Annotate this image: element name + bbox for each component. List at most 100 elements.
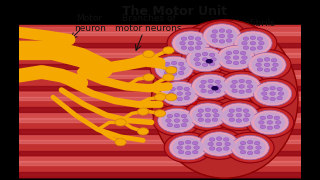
Bar: [19, 155, 301, 156]
Circle shape: [223, 138, 229, 141]
Circle shape: [175, 33, 207, 53]
Circle shape: [216, 142, 222, 146]
Circle shape: [194, 146, 199, 149]
Circle shape: [257, 46, 263, 50]
Circle shape: [236, 119, 242, 122]
Bar: [19, 157, 301, 162]
Circle shape: [204, 134, 235, 154]
Circle shape: [158, 58, 190, 78]
Circle shape: [196, 41, 202, 45]
Circle shape: [215, 89, 220, 93]
Circle shape: [226, 51, 232, 55]
Circle shape: [233, 50, 239, 54]
Bar: [19, 70, 301, 76]
Circle shape: [188, 41, 194, 45]
Circle shape: [224, 39, 231, 44]
Circle shape: [253, 81, 292, 106]
Circle shape: [172, 31, 210, 55]
Circle shape: [234, 31, 272, 55]
Circle shape: [231, 135, 269, 160]
Circle shape: [195, 46, 201, 50]
Circle shape: [154, 110, 166, 117]
Text: Muscle fiber: Muscle fiber: [194, 163, 250, 172]
Circle shape: [276, 121, 281, 124]
Circle shape: [208, 90, 213, 94]
Circle shape: [171, 61, 177, 65]
Circle shape: [247, 85, 253, 88]
Circle shape: [167, 28, 215, 58]
Circle shape: [164, 62, 170, 66]
Circle shape: [201, 89, 206, 93]
Circle shape: [257, 68, 263, 71]
Circle shape: [167, 114, 173, 118]
Circle shape: [246, 80, 252, 84]
Circle shape: [247, 151, 253, 155]
Circle shape: [240, 141, 246, 145]
Circle shape: [200, 132, 238, 156]
Bar: [19, 161, 301, 165]
Bar: [19, 140, 301, 143]
Bar: [19, 53, 301, 57]
Circle shape: [205, 113, 211, 117]
Circle shape: [223, 105, 255, 125]
Bar: [19, 64, 301, 69]
Circle shape: [264, 58, 270, 61]
Bar: [19, 75, 301, 78]
Circle shape: [216, 85, 222, 88]
Circle shape: [209, 138, 215, 141]
Circle shape: [254, 112, 285, 132]
Circle shape: [247, 146, 253, 149]
Bar: [19, 133, 301, 155]
Circle shape: [181, 37, 187, 40]
Circle shape: [178, 141, 184, 145]
Bar: [19, 97, 301, 100]
Circle shape: [216, 137, 222, 140]
Circle shape: [177, 86, 182, 90]
Circle shape: [239, 146, 244, 149]
Bar: [19, 27, 301, 32]
Circle shape: [170, 96, 175, 100]
Circle shape: [222, 74, 261, 99]
Circle shape: [195, 37, 201, 40]
Circle shape: [264, 129, 270, 134]
Circle shape: [164, 132, 212, 163]
Bar: [19, 154, 301, 177]
Circle shape: [174, 113, 180, 117]
Circle shape: [163, 47, 174, 54]
Circle shape: [219, 29, 225, 32]
Circle shape: [237, 33, 269, 53]
Bar: [19, 49, 301, 54]
Bar: [19, 32, 301, 35]
Circle shape: [271, 58, 277, 62]
Bar: [19, 46, 301, 69]
Circle shape: [218, 71, 266, 102]
Circle shape: [209, 53, 215, 57]
Circle shape: [239, 85, 244, 88]
Circle shape: [213, 113, 219, 117]
Circle shape: [209, 147, 215, 150]
Circle shape: [208, 142, 213, 146]
Circle shape: [244, 113, 250, 117]
Circle shape: [161, 111, 193, 131]
Circle shape: [143, 74, 154, 81]
Bar: [19, 151, 301, 155]
Circle shape: [226, 60, 232, 64]
Circle shape: [243, 50, 291, 80]
Circle shape: [232, 80, 237, 84]
Circle shape: [195, 129, 243, 159]
Circle shape: [246, 89, 252, 93]
Circle shape: [198, 109, 204, 112]
Circle shape: [177, 146, 182, 149]
Circle shape: [247, 140, 253, 144]
Circle shape: [194, 58, 199, 61]
Circle shape: [185, 146, 191, 149]
Circle shape: [177, 97, 182, 101]
Circle shape: [190, 100, 197, 105]
Circle shape: [192, 105, 224, 125]
Circle shape: [220, 48, 252, 68]
Circle shape: [138, 108, 149, 115]
Bar: [19, 172, 301, 177]
Circle shape: [254, 150, 260, 154]
Circle shape: [182, 119, 188, 122]
Circle shape: [178, 150, 184, 154]
